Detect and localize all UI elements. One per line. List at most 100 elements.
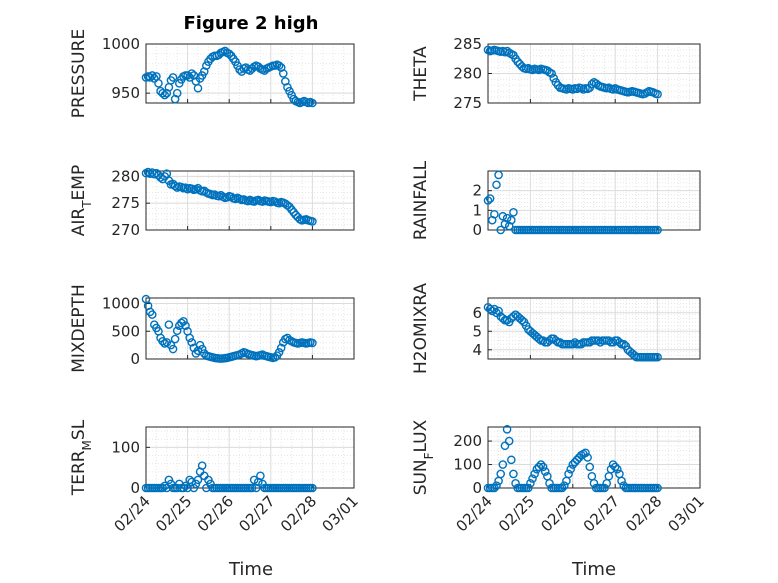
data-point bbox=[278, 69, 288, 78]
axes-box bbox=[145, 297, 355, 360]
y-tick-label: 100 bbox=[453, 456, 482, 474]
data-point bbox=[256, 471, 265, 481]
data-point bbox=[498, 314, 508, 323]
data-point bbox=[502, 315, 512, 325]
data-point bbox=[653, 352, 662, 362]
y-axis-label-5: MIXDEPTH bbox=[69, 284, 89, 373]
data-point bbox=[513, 57, 522, 67]
x-tick-label: 02/25 bbox=[152, 492, 195, 535]
data-point bbox=[530, 469, 539, 479]
data-point bbox=[308, 217, 317, 226]
data-point bbox=[189, 483, 199, 493]
subplot-1: 950 1000 PRESSURE bbox=[69, 29, 355, 118]
data-point bbox=[568, 460, 578, 469]
subplot-6: 456 H2OMIXRA bbox=[411, 283, 701, 374]
data-point bbox=[653, 225, 662, 235]
data-point bbox=[547, 69, 556, 78]
y-tick-label: 0 bbox=[472, 479, 482, 497]
y-tick-label: 280 bbox=[111, 167, 140, 185]
data-point bbox=[511, 479, 520, 488]
data-point bbox=[545, 336, 554, 345]
y-tick-label: 270 bbox=[111, 221, 140, 239]
data-point bbox=[502, 425, 512, 434]
subplot-3: 270 275 280 AIRTEMP bbox=[69, 165, 355, 239]
subplot-4: 0 12 RAINFALL bbox=[411, 160, 701, 240]
data-point bbox=[168, 344, 178, 354]
data-point bbox=[158, 88, 167, 98]
data-point bbox=[154, 79, 163, 88]
data-point bbox=[615, 338, 624, 347]
data-point bbox=[185, 333, 194, 343]
data-point bbox=[490, 209, 499, 219]
data-point bbox=[164, 320, 174, 329]
data-point bbox=[619, 339, 628, 349]
data-point bbox=[617, 476, 626, 486]
y-tick-label: 275 bbox=[453, 94, 482, 112]
y-tick-label: 2 bbox=[472, 182, 482, 200]
axes-box bbox=[145, 170, 355, 231]
data-point bbox=[181, 481, 190, 491]
y-tick-label: 4 bbox=[472, 341, 482, 359]
data-point bbox=[308, 98, 317, 108]
data-point bbox=[540, 467, 550, 476]
data-point bbox=[181, 321, 190, 331]
data-point bbox=[494, 306, 503, 316]
data-point bbox=[498, 211, 508, 221]
data-point bbox=[156, 173, 165, 182]
data-point bbox=[249, 475, 259, 485]
data-point bbox=[589, 479, 599, 488]
y-axis-label-3: AIRTEMP bbox=[69, 165, 94, 236]
x-axis-label-left: Time bbox=[228, 559, 273, 580]
data-point bbox=[172, 326, 182, 336]
data-point bbox=[509, 469, 518, 479]
y-tick-label: 500 bbox=[111, 322, 140, 340]
y-tick-label: 275 bbox=[111, 194, 140, 212]
data-point bbox=[274, 61, 284, 70]
data-point bbox=[653, 483, 662, 493]
x-tick-label: 03/01 bbox=[665, 492, 708, 535]
y-axis-label-1: PRESSURE bbox=[69, 29, 89, 118]
data-point bbox=[270, 353, 280, 362]
data-point bbox=[150, 74, 159, 83]
data-point bbox=[566, 464, 575, 474]
x-tick-label: 02/24 bbox=[453, 492, 496, 535]
data-point bbox=[538, 336, 548, 345]
data-point bbox=[172, 88, 182, 98]
data-point bbox=[145, 73, 155, 82]
axes-box bbox=[487, 297, 701, 360]
y-axis-label-7: TERRMSL bbox=[69, 419, 94, 496]
data-point bbox=[496, 469, 506, 479]
data-point bbox=[549, 73, 559, 83]
data-point bbox=[197, 344, 207, 354]
data-point bbox=[509, 207, 518, 217]
data-point bbox=[494, 170, 503, 180]
data-point bbox=[606, 464, 616, 474]
y-axis-label-8: SUNFLUX bbox=[411, 419, 436, 495]
data-point bbox=[557, 483, 567, 493]
data-point bbox=[507, 215, 516, 225]
data-point bbox=[538, 462, 548, 472]
data-point bbox=[164, 475, 174, 485]
data-point bbox=[523, 483, 533, 493]
data-point bbox=[224, 49, 234, 59]
data-point bbox=[613, 464, 622, 474]
data-point bbox=[564, 469, 573, 479]
data-point bbox=[502, 213, 512, 223]
data-point bbox=[528, 474, 537, 483]
data-point bbox=[490, 483, 499, 493]
data-point bbox=[183, 483, 192, 493]
x-tick-label: 02/25 bbox=[495, 492, 538, 535]
data-point bbox=[581, 448, 590, 458]
data-point bbox=[158, 483, 167, 493]
data-point bbox=[170, 334, 180, 344]
y-axis-label-6: H2OMIXRA bbox=[411, 283, 431, 374]
x-tick-label: 02/28 bbox=[277, 492, 320, 535]
y-tick-label: 0 bbox=[130, 479, 140, 497]
data-point bbox=[193, 83, 203, 93]
data-point bbox=[517, 315, 527, 325]
data-point bbox=[608, 338, 618, 347]
data-point bbox=[226, 192, 236, 202]
plot-area bbox=[487, 170, 701, 231]
